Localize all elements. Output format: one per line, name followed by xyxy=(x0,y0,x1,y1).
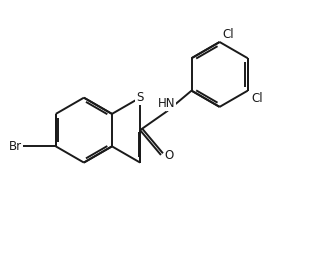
Text: Cl: Cl xyxy=(223,28,235,41)
Text: S: S xyxy=(136,91,144,104)
Text: Br: Br xyxy=(9,140,22,153)
Text: O: O xyxy=(165,149,174,162)
Text: Cl: Cl xyxy=(251,92,263,105)
Text: HN: HN xyxy=(158,97,176,110)
